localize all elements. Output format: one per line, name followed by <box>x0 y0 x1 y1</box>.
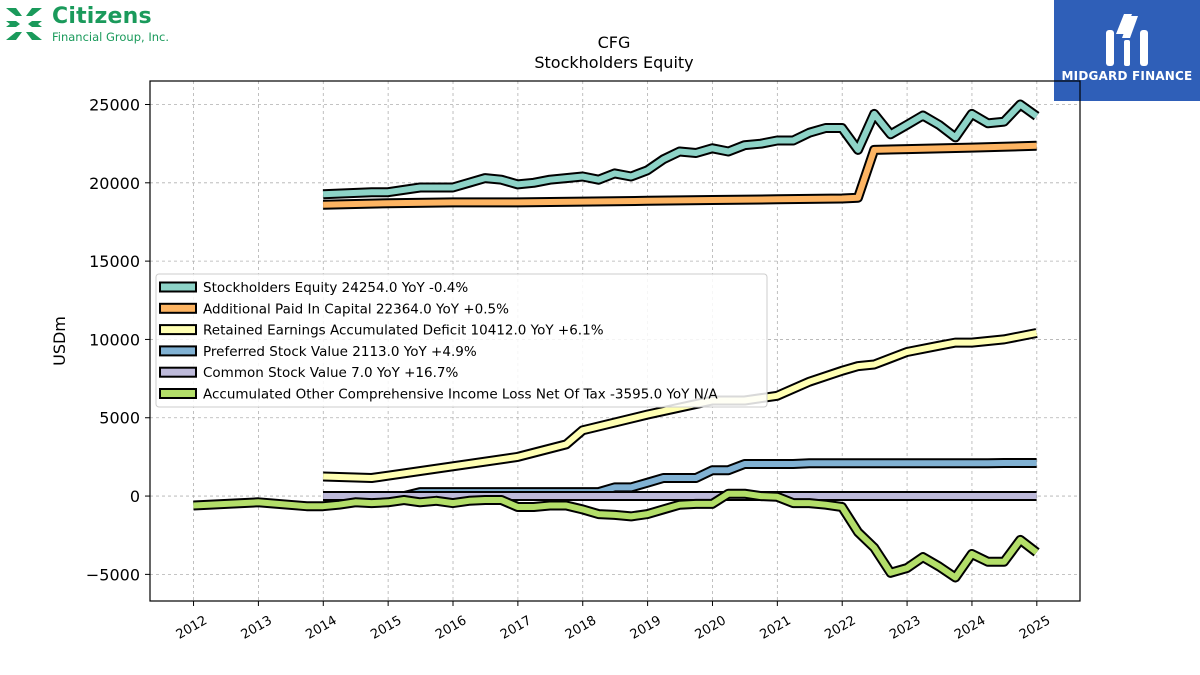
badge-text: MIDGARD FINANCE <box>1061 69 1193 83</box>
x-tick-label: 2017 <box>498 613 534 643</box>
plot-frame <box>149 80 1081 602</box>
citizens-logo-icon <box>6 8 42 40</box>
x-tick-label: 2015 <box>368 613 404 643</box>
x-axis: 2012 2013 2014 2015 2016 2017 2018 2019 2020 2021… <box>174 601 1053 643</box>
series <box>322 140 1037 210</box>
midgard-finance-badge: MIDGARD FINANCE <box>1054 0 1200 101</box>
brand-subtitle: Financial Group, Inc. <box>52 30 169 44</box>
legend-entry: Retained Earnings Accumulated Deficit 10… <box>203 323 604 339</box>
y-tick-label: 20000 <box>89 174 140 193</box>
y-tick-label: 0 <box>130 487 140 506</box>
legend-entry: Additional Paid In Capital 22364.0 YoY +… <box>203 301 509 317</box>
y-tick-label: 10000 <box>89 330 140 349</box>
x-tick-label: 2025 <box>1017 613 1053 643</box>
legend: Stockholders Equity 24254.0 YoY -0.4% Add… <box>155 273 768 408</box>
legend-swatch <box>159 302 197 314</box>
citizens-logo: Citizens Financial Group, Inc. <box>4 4 204 44</box>
y-tick-label: −5000 <box>86 565 140 584</box>
x-tick-label: 2020 <box>693 613 729 643</box>
x-tick-label: 2021 <box>758 613 794 643</box>
brand-name: Citizens <box>52 4 152 29</box>
y-tick-label: 5000 <box>99 409 140 428</box>
x-tick-label: 2016 <box>433 613 469 643</box>
x-tick-label: 2023 <box>887 613 923 643</box>
x-tick-label: 2019 <box>628 613 664 643</box>
series <box>322 99 1040 200</box>
legend-swatch <box>159 388 197 399</box>
y-axis: −5000 0 5000 10000 15000 20000 25000 <box>86 95 150 584</box>
chart-subtitle: Stockholders Equity <box>534 53 693 72</box>
legend-entry: Accumulated Other Comprehensive Income L… <box>203 387 718 403</box>
series-line <box>322 101 1039 198</box>
y-axis-label: USDm <box>50 316 69 366</box>
legend-entry: Common Stock Value 7.0 YoY +16.7% <box>203 365 458 381</box>
x-tick-label: 2014 <box>303 613 339 643</box>
x-tick-label: 2013 <box>239 613 275 643</box>
x-tick-label: 2012 <box>174 613 210 643</box>
series-line <box>193 490 1039 581</box>
midgard-logo-icon <box>1106 14 1148 66</box>
legend-swatch <box>159 324 197 336</box>
y-tick-label: 25000 <box>89 95 140 114</box>
y-tick-label: 15000 <box>89 252 140 271</box>
legend-entry: Preferred Stock Value 2113.0 YoY +4.9% <box>203 344 477 360</box>
legend-swatch <box>159 345 197 357</box>
series-line <box>323 142 1037 208</box>
series <box>193 488 1040 583</box>
legend-box <box>155 273 768 408</box>
x-tick-label: 2024 <box>952 613 988 643</box>
chart-title: CFG <box>598 33 631 52</box>
legend-entry: Stockholders Equity 24254.0 YoY -0.4% <box>203 280 468 296</box>
legend-swatch <box>159 366 197 378</box>
x-tick-label: 2022 <box>822 613 858 643</box>
legend-swatch <box>159 281 197 293</box>
x-tick-label: 2018 <box>563 613 599 643</box>
